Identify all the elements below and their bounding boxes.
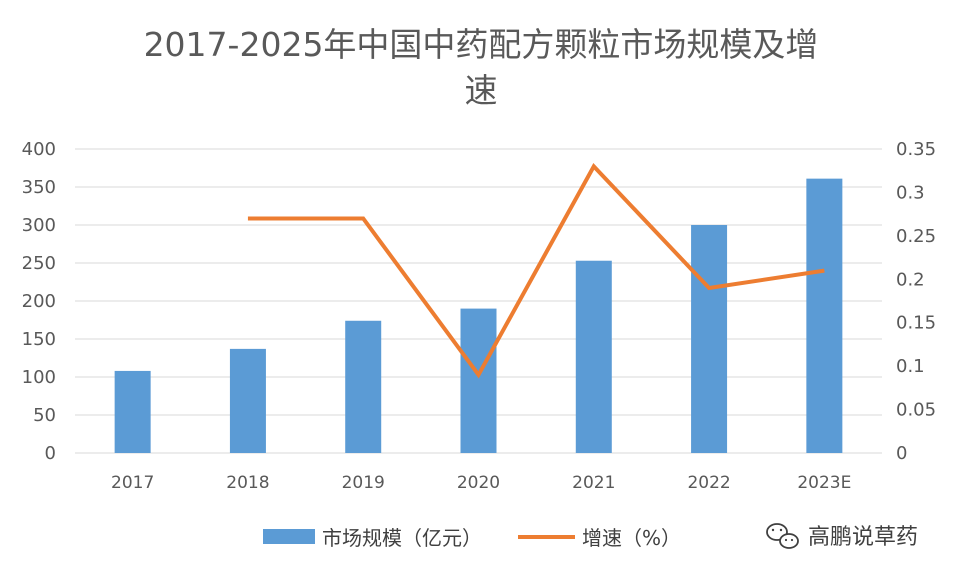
right-tick-label: 0.3 xyxy=(896,182,925,203)
right-tick-label: 0.15 xyxy=(896,313,936,334)
chart-title-line-2: 速 xyxy=(465,71,498,110)
growth-line xyxy=(247,163,825,379)
left-tick-label: 150 xyxy=(22,329,56,350)
wechat-icon xyxy=(766,523,799,549)
left-tick-label: 300 xyxy=(22,215,56,236)
legend-bar-swatch xyxy=(263,529,315,544)
right-tick-label: 0.1 xyxy=(896,356,925,377)
category-label: 2019 xyxy=(342,473,385,493)
chart-title-line-1: 2017-2025年中国中药配方颗粒市场规模及增 xyxy=(144,25,819,64)
left-tick-label: 100 xyxy=(22,367,56,388)
left-tick-label: 50 xyxy=(33,405,56,426)
watermark: 高鹏说草药 xyxy=(766,523,918,550)
watermark-text: 高鹏说草药 xyxy=(808,525,918,550)
right-tick-label: 0.2 xyxy=(896,269,925,290)
bar xyxy=(806,178,843,453)
category-label: 2023E xyxy=(797,473,851,493)
bar xyxy=(345,320,382,453)
legend-line-label: 增速（%） xyxy=(582,526,681,550)
right-tick-label: 0.35 xyxy=(896,139,936,160)
bar xyxy=(691,225,728,453)
left-tick-label: 200 xyxy=(22,291,56,312)
bar xyxy=(575,260,612,453)
right-axis-ticks: 0 0.05 0.1 0.15 0.2 0.25 0.3 0.35 xyxy=(896,139,936,464)
line-series xyxy=(247,163,825,379)
bar xyxy=(460,308,497,453)
gridlines xyxy=(75,148,882,454)
legend-bar-label: 市场规模（亿元） xyxy=(322,526,482,550)
legend: 市场规模（亿元） 增速（%） xyxy=(263,526,681,550)
category-label: 2018 xyxy=(226,473,269,493)
left-tick-label: 400 xyxy=(22,139,56,160)
category-label: 2017 xyxy=(111,473,154,493)
bar xyxy=(114,370,151,453)
category-label: 2022 xyxy=(687,473,730,493)
left-tick-label: 350 xyxy=(22,177,56,198)
category-label: 2020 xyxy=(457,473,500,493)
left-tick-label: 250 xyxy=(22,253,56,274)
category-label: 2021 xyxy=(572,473,615,493)
left-axis-ticks: 0 50 100 150 200 250 300 350 400 xyxy=(22,139,56,464)
right-tick-label: 0 xyxy=(896,443,907,464)
category-axis-labels: 2017 2018 2019 2020 2021 2022 2023E xyxy=(111,473,851,493)
left-tick-label: 0 xyxy=(45,443,56,464)
right-tick-label: 0.05 xyxy=(896,400,936,421)
bar-series xyxy=(114,178,843,453)
bar xyxy=(229,348,266,453)
right-tick-label: 0.25 xyxy=(896,226,936,247)
